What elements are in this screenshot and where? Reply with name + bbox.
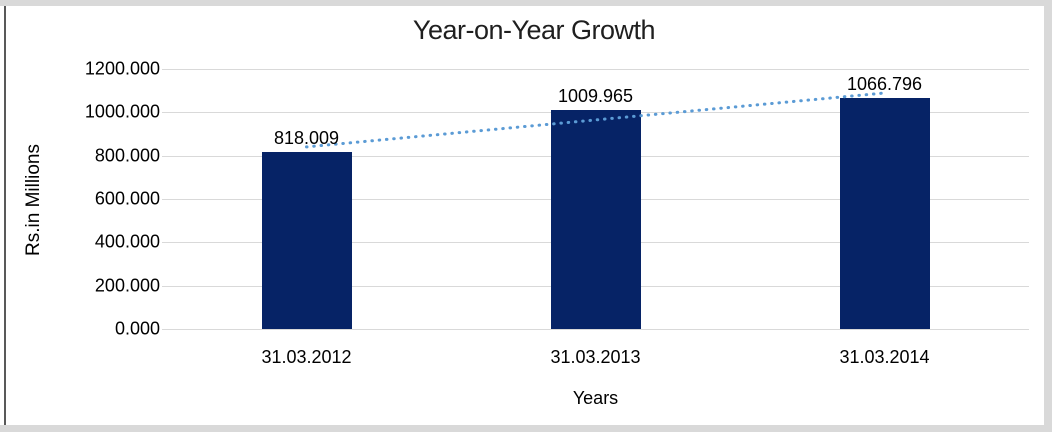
bar xyxy=(261,151,352,329)
data-label: 1066.796 xyxy=(846,73,923,94)
y-axis-tick-label: 1000.000 xyxy=(84,101,160,122)
x-axis-tick-label: 31.03.2012 xyxy=(261,347,352,367)
bar xyxy=(550,110,641,329)
y-axis-tick-label: 800.000 xyxy=(94,145,160,166)
gridline xyxy=(162,69,1029,70)
y-axis-tick-label: 400.000 xyxy=(94,231,160,252)
x-axis-tick-label: 31.03.2014 xyxy=(839,347,930,367)
frame-border-bottom xyxy=(0,425,1052,432)
chart-title: Year-on-Year Growth xyxy=(412,15,656,45)
y-axis-tick-label: 0.000 xyxy=(114,318,160,339)
gridline xyxy=(162,329,1029,330)
data-label: 1009.965 xyxy=(557,86,634,107)
data-label: 818.009 xyxy=(273,127,340,148)
frame-border-top xyxy=(0,0,1052,6)
x-axis-title: Years xyxy=(572,388,619,408)
y-axis-tick-label: 200.000 xyxy=(94,275,160,296)
frame-border-left xyxy=(4,6,6,425)
bar xyxy=(839,97,930,329)
x-axis-tick-label: 31.03.2013 xyxy=(550,347,641,367)
y-axis-tick-label: 600.000 xyxy=(94,188,160,209)
frame-border-right xyxy=(1044,0,1052,432)
y-axis-tick-label: 1200.000 xyxy=(84,58,160,79)
